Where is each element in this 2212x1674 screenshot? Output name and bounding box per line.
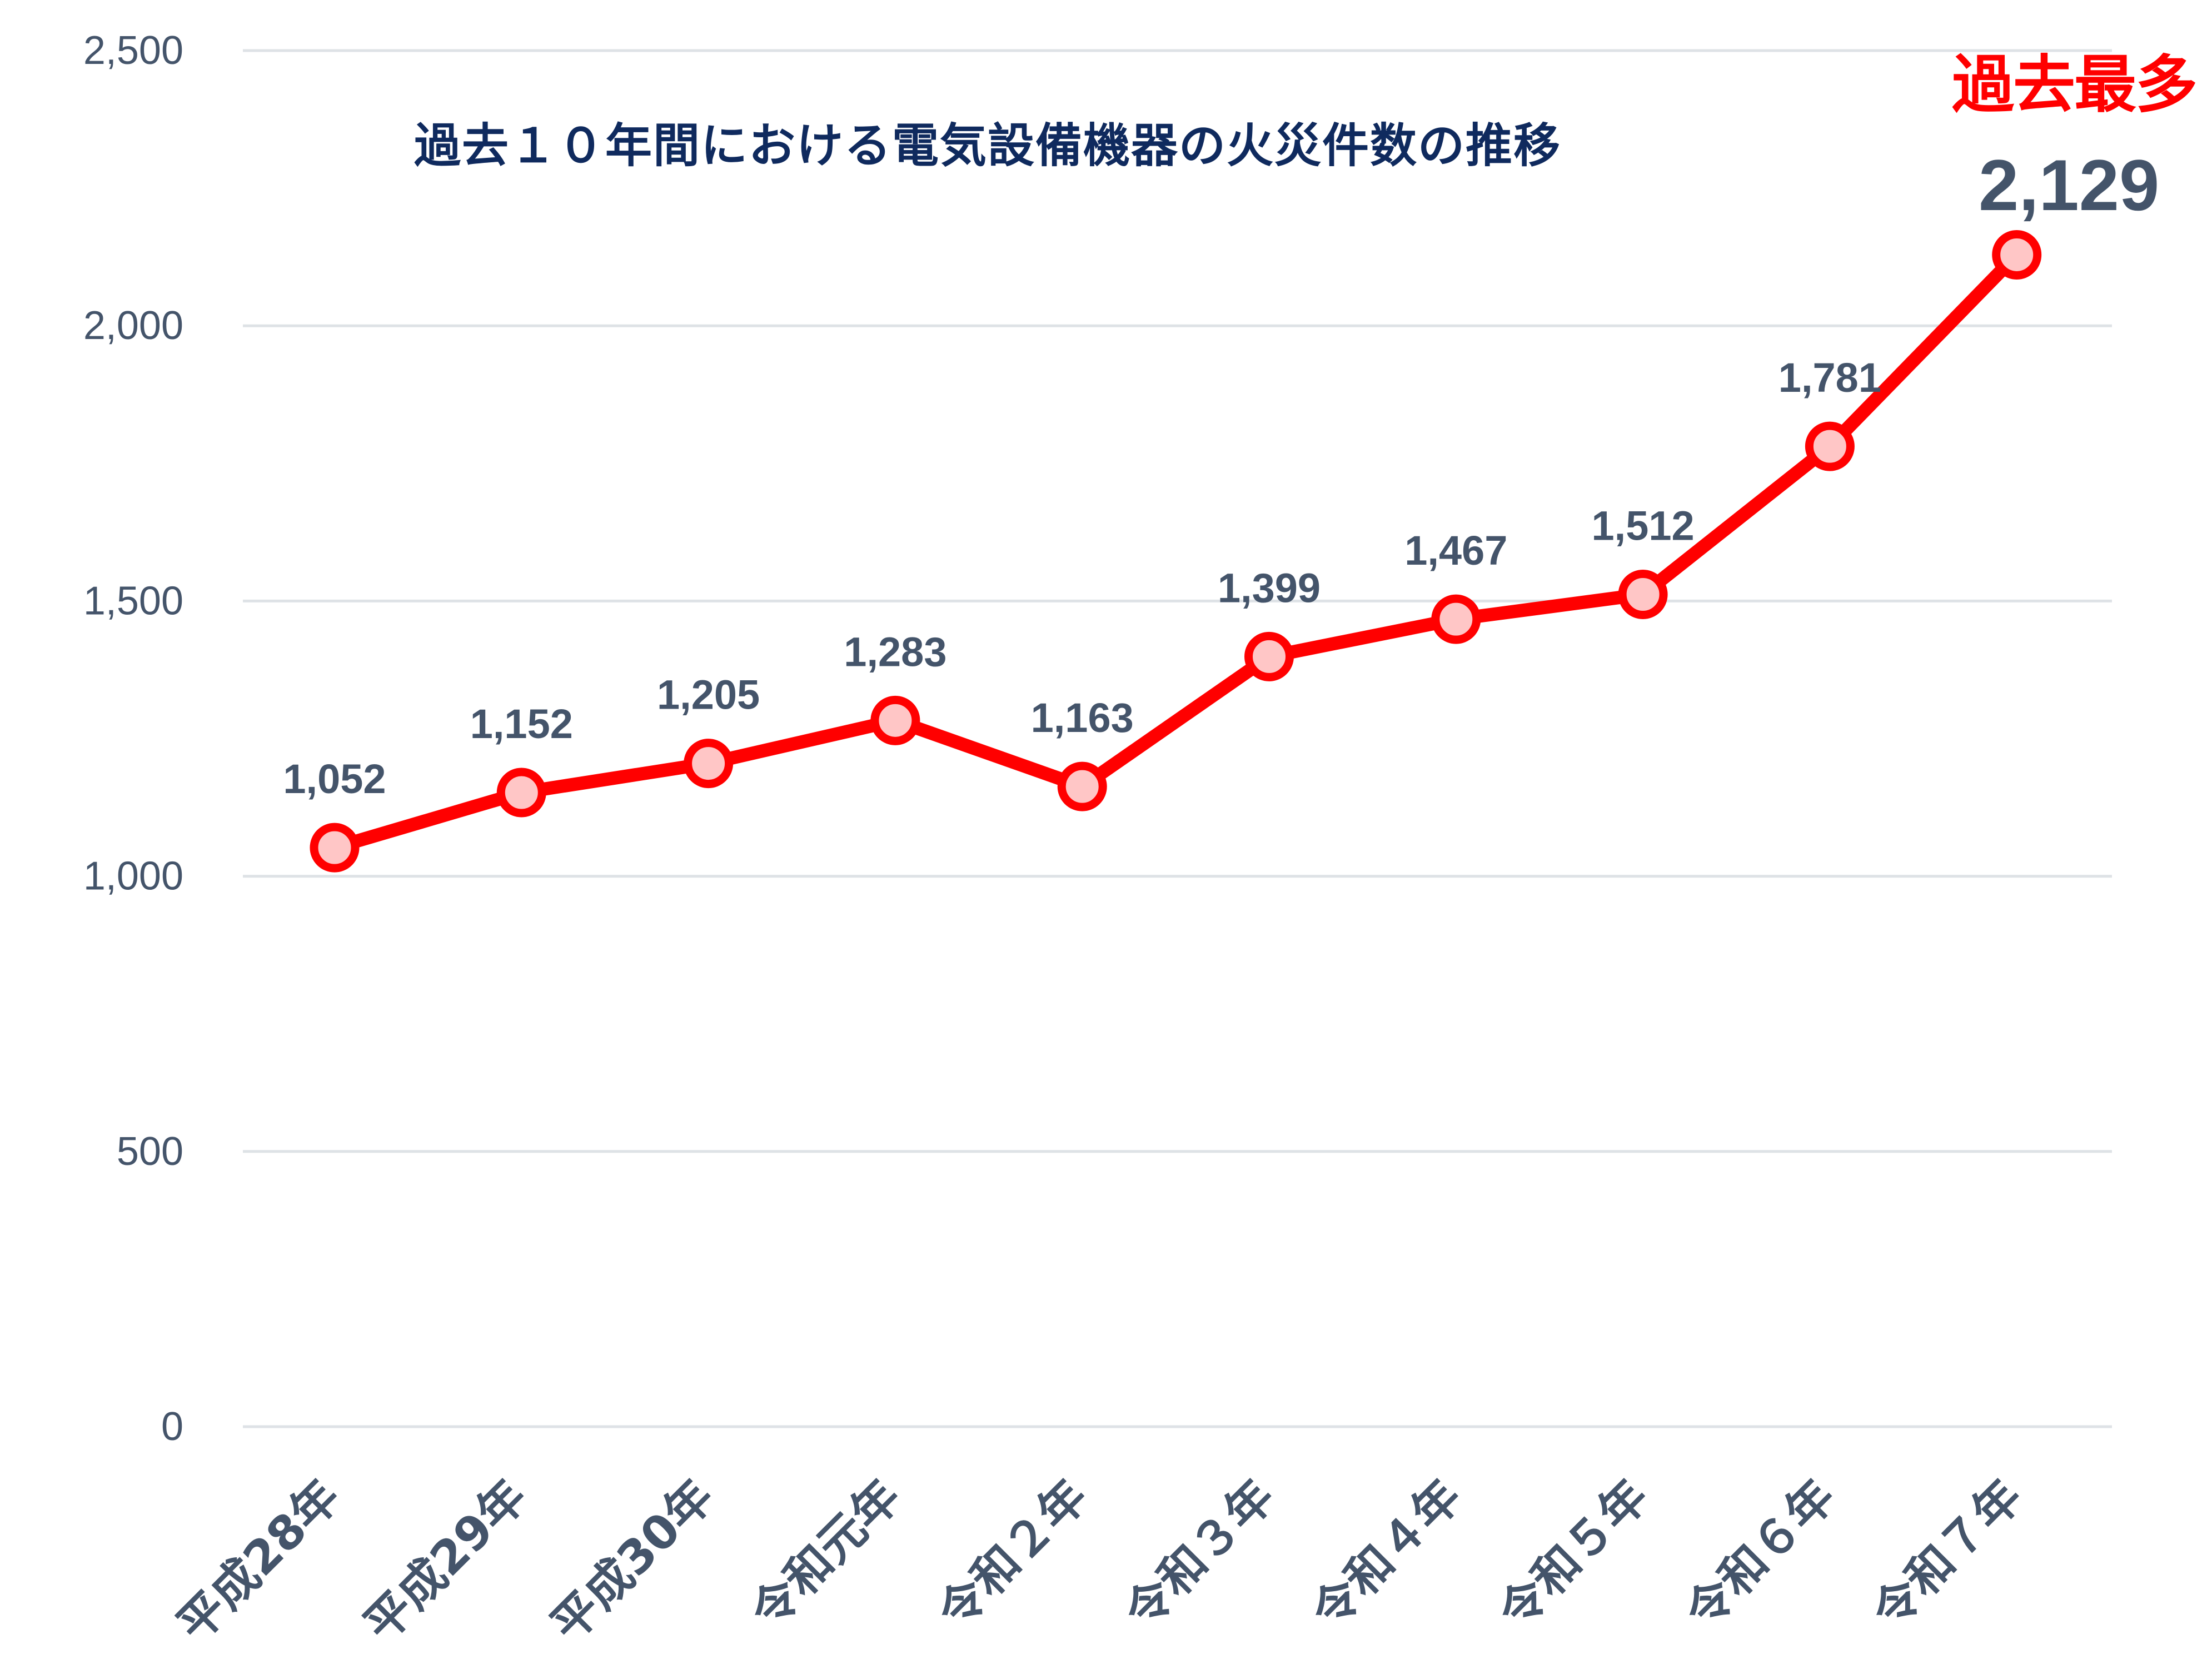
gridlines: [243, 49, 2112, 1428]
series-line: [328, 248, 2024, 855]
y-axis-tick-label: 1,000: [83, 854, 183, 899]
data-point-marker[interactable]: [310, 823, 360, 873]
x-axis-category-label: 令和５年: [1488, 1469, 1658, 1640]
data-value-label: 1,781: [1778, 355, 1881, 401]
chart-title: 過去１０年間における電気設備機器の火災件数の推移: [414, 118, 1562, 173]
data-value-label: 1,512: [1592, 503, 1695, 549]
data-point-marker[interactable]: [1431, 594, 1481, 644]
data-point-marker[interactable]: [1805, 421, 1855, 471]
data-value-labels: 1,052 1,152 1,205 1,283 1,163 1,399 1,467 1,512…: [283, 355, 1881, 802]
x-axis-category-label: 令和４年: [1301, 1469, 1472, 1640]
data-value-label: 1,399: [1218, 565, 1321, 611]
data-point-marker[interactable]: [870, 695, 920, 745]
data-point-marker[interactable]: [1618, 570, 1668, 620]
x-axis-category-label: 令和７年: [1862, 1469, 2032, 1640]
data-value-label: 1,152: [470, 701, 573, 747]
x-axis-category-label: 令和３年: [1114, 1469, 1285, 1640]
data-value-label: 1,283: [844, 629, 946, 675]
x-axis-category-label: 令和元年: [740, 1469, 911, 1640]
x-axis-category-label: 平成28年: [167, 1469, 350, 1652]
y-axis-tick-label: 2,000: [83, 303, 183, 348]
data-point-marker[interactable]: [1057, 761, 1107, 811]
peak-record-annotation: 過去最多: [1952, 49, 2198, 121]
y-axis-tick-label: 2,500: [83, 28, 183, 73]
data-point-marker[interactable]: [684, 739, 734, 789]
y-axis-tick-label: 500: [117, 1129, 183, 1174]
data-value-label: 1,163: [1031, 695, 1134, 741]
x-axis-category-label: 平成29年: [353, 1469, 537, 1652]
data-value-label: 1,052: [283, 756, 386, 802]
peak-value-label: 2,129: [1979, 145, 2160, 226]
x-axis-labels: 平成28年 平成29年 平成30年 令和元年 令和２年 令和３年 令和４年 令和５年 令和６年令…: [167, 1469, 2032, 1652]
data-point-marker[interactable]: [1992, 230, 2042, 280]
x-axis-category-label: 令和２年: [927, 1469, 1098, 1640]
y-axis-labels: 0 500 1,000 1,500 2,000 2,500: [83, 28, 183, 1449]
data-value-label: 1,205: [657, 672, 760, 718]
data-series-line: [328, 248, 2024, 855]
y-axis-tick-label: 0: [161, 1404, 183, 1449]
data-point-markers: [310, 230, 2042, 873]
x-axis-category-label: 令和６年: [1675, 1469, 1846, 1640]
data-point-marker[interactable]: [496, 768, 546, 818]
data-point-marker[interactable]: [1244, 631, 1294, 681]
y-axis-tick-label: 1,500: [83, 579, 183, 623]
x-axis-category-label: 平成30年: [541, 1469, 724, 1652]
data-value-label: 1,467: [1404, 527, 1507, 574]
